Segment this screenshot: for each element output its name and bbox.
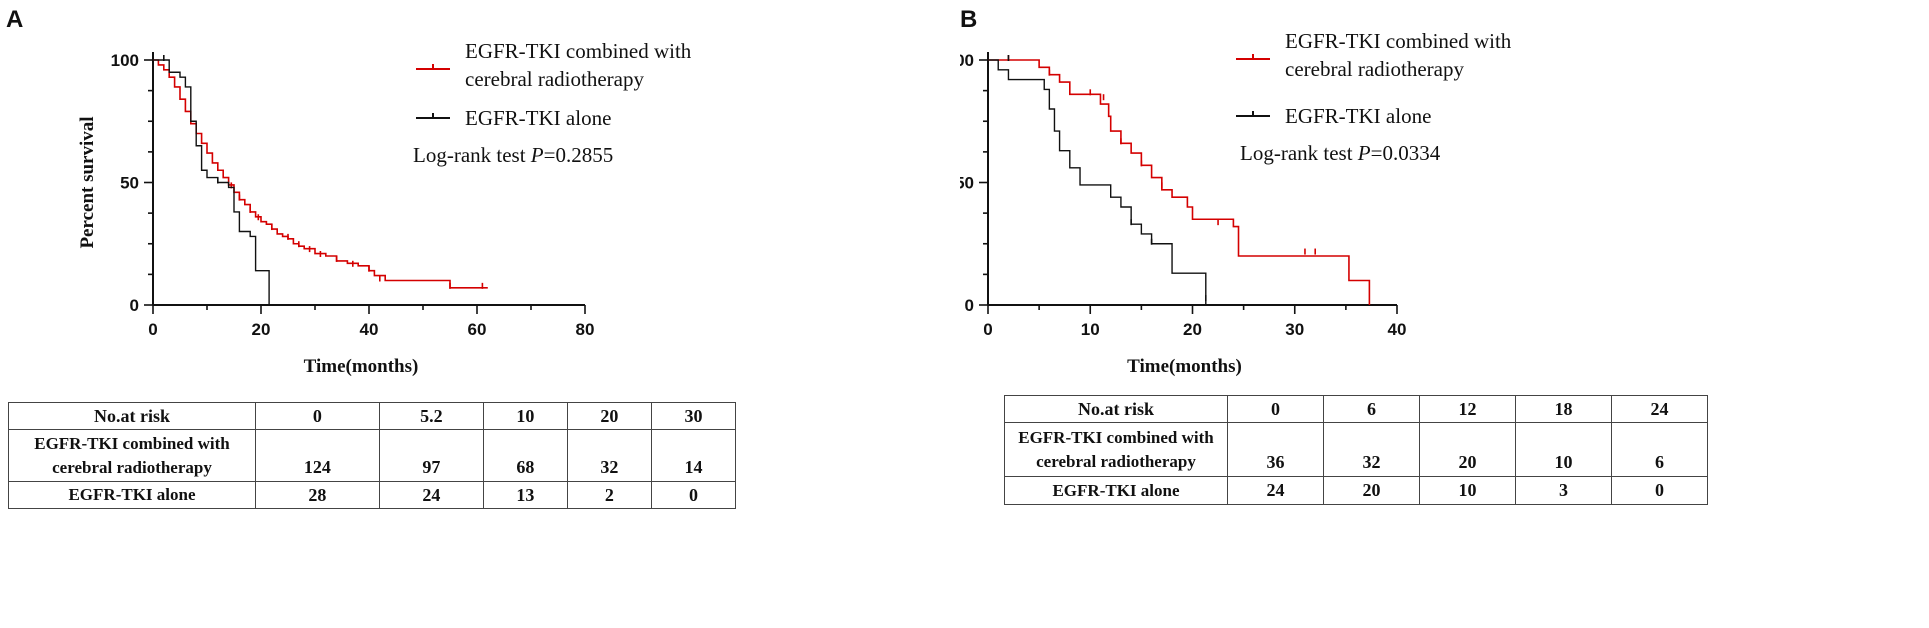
- risk-table-a: No.at risk 0 5.2 10 20 30 EGFR-TKI combi…: [8, 402, 737, 509]
- risk-cell: 97: [378, 429, 484, 482]
- legend-label: EGFR-TKI combined with: [1285, 29, 1512, 53]
- risk-cell: 2: [566, 481, 652, 509]
- risk-cell: 6: [1611, 422, 1708, 477]
- y-tick-label: 0: [130, 296, 139, 315]
- x-tick-label: 10: [1081, 320, 1100, 339]
- risk-cell: 68: [482, 429, 568, 482]
- survival-curve: [153, 59, 488, 289]
- risk-cell: 14: [650, 429, 737, 482]
- risk-cell: 0: [1611, 476, 1708, 505]
- risk-row-label: EGFR-TKI alone: [8, 481, 256, 509]
- risk-header-label: No.at risk: [8, 402, 256, 430]
- y-tick-label: 100: [960, 51, 974, 70]
- risk-row-label-line: EGFR-TKI combined with: [34, 433, 230, 453]
- legend-label: EGFR-TKI combined with: [465, 39, 692, 63]
- risk-cell: 24: [1227, 476, 1324, 505]
- risk-cell: 13: [482, 481, 568, 509]
- panel-label-b: B: [960, 6, 978, 33]
- risk-row-label: EGFR-TKI alone: [1004, 476, 1228, 505]
- risk-cell: 20: [1419, 422, 1516, 477]
- risk-header-time: 6: [1323, 395, 1420, 423]
- risk-cell: 32: [1323, 422, 1420, 477]
- table-row: EGFR-TKI combined with cerebral radiothe…: [8, 429, 737, 482]
- table-row: EGFR-TKI combined with cerebral radiothe…: [1004, 422, 1708, 477]
- risk-header-time: 5.2: [378, 402, 484, 430]
- risk-cell: 3: [1515, 476, 1612, 505]
- x-tick-label: 40: [360, 320, 379, 339]
- legend-label: EGFR-TKI alone: [465, 106, 611, 130]
- x-tick-label: 30: [1285, 320, 1304, 339]
- table-row: EGFR-TKI alone 28 24 13 2 0: [8, 481, 737, 509]
- risk-header-time: 0: [1227, 395, 1324, 423]
- x-tick-label: 0: [148, 320, 157, 339]
- panel-b: B 010203040050100Time(months)Percent sur…: [960, 0, 1929, 628]
- risk-cell: 32: [566, 429, 652, 482]
- risk-cell: 20: [1323, 476, 1420, 505]
- risk-cell: 28: [255, 481, 380, 509]
- risk-header-time: 24: [1611, 395, 1708, 423]
- km-chart-a: 0 20 40 60 80 0 50 100 Time(months) Percent survi…: [77, 39, 692, 377]
- risk-header-time: 10: [482, 402, 568, 430]
- risk-cell: 10: [1419, 476, 1516, 505]
- x-axis-label: Time(months): [1127, 356, 1242, 377]
- risk-header-time: 18: [1515, 395, 1612, 423]
- risk-header-label: No.at risk: [1004, 395, 1228, 423]
- risk-row-label-line: EGFR-TKI combined with: [1018, 427, 1214, 447]
- risk-table-b: No.at risk 0 6 12 18 24 EGFR-TKI combine…: [1004, 395, 1708, 505]
- x-tick-label: 20: [252, 320, 271, 339]
- table-row: EGFR-TKI alone 24 20 10 3 0: [1004, 476, 1708, 505]
- risk-header-time: 20: [566, 402, 652, 430]
- risk-cell: 0: [650, 481, 737, 509]
- x-tick-label: 0: [983, 320, 992, 339]
- y-axis-label: Percent survival: [77, 116, 98, 248]
- risk-header-time: 30: [650, 402, 737, 430]
- km-chart-b: 010203040050100Time(months)Percent survi…: [960, 29, 1512, 377]
- x-tick-label: 20: [1183, 320, 1202, 339]
- risk-cell: 24: [378, 481, 484, 509]
- risk-row-label: EGFR-TKI combined with cerebral radiothe…: [1004, 422, 1228, 477]
- risk-row-label: EGFR-TKI combined with cerebral radiothe…: [8, 429, 256, 482]
- survival-curve: [153, 59, 270, 305]
- legend-label: EGFR-TKI alone: [1285, 104, 1431, 128]
- logrank-annotation: Log-rank test P=0.2855: [413, 143, 613, 167]
- risk-header-time: 0: [255, 402, 380, 430]
- legend-label: cerebral radiotherapy: [465, 67, 644, 91]
- panel-a: A 0 20 40 60 80 0 50 100 Time(months) Percent sur…: [0, 0, 960, 628]
- x-tick-label: 40: [1388, 320, 1407, 339]
- x-tick-label: 60: [468, 320, 487, 339]
- legend-label: cerebral radiotherapy: [1285, 57, 1464, 81]
- risk-row-label-line: cerebral radiotherapy: [52, 457, 212, 477]
- y-tick-label: 0: [965, 296, 974, 315]
- x-tick-label: 80: [576, 320, 595, 339]
- risk-cell: 124: [255, 429, 380, 482]
- y-tick-label: 50: [120, 174, 139, 193]
- risk-cell: 36: [1227, 422, 1324, 477]
- y-tick-label: 50: [960, 174, 974, 193]
- survival-curve: [988, 59, 1371, 305]
- x-axis-label: Time(months): [304, 356, 419, 377]
- risk-header-time: 12: [1419, 395, 1516, 423]
- panel-label-a: A: [6, 6, 24, 33]
- logrank-annotation: Log-rank test P=0.0334: [1240, 141, 1441, 165]
- risk-row-label-line: cerebral radiotherapy: [1036, 451, 1196, 471]
- survival-curve: [988, 59, 1207, 305]
- y-tick-label: 100: [111, 51, 139, 70]
- risk-cell: 10: [1515, 422, 1612, 477]
